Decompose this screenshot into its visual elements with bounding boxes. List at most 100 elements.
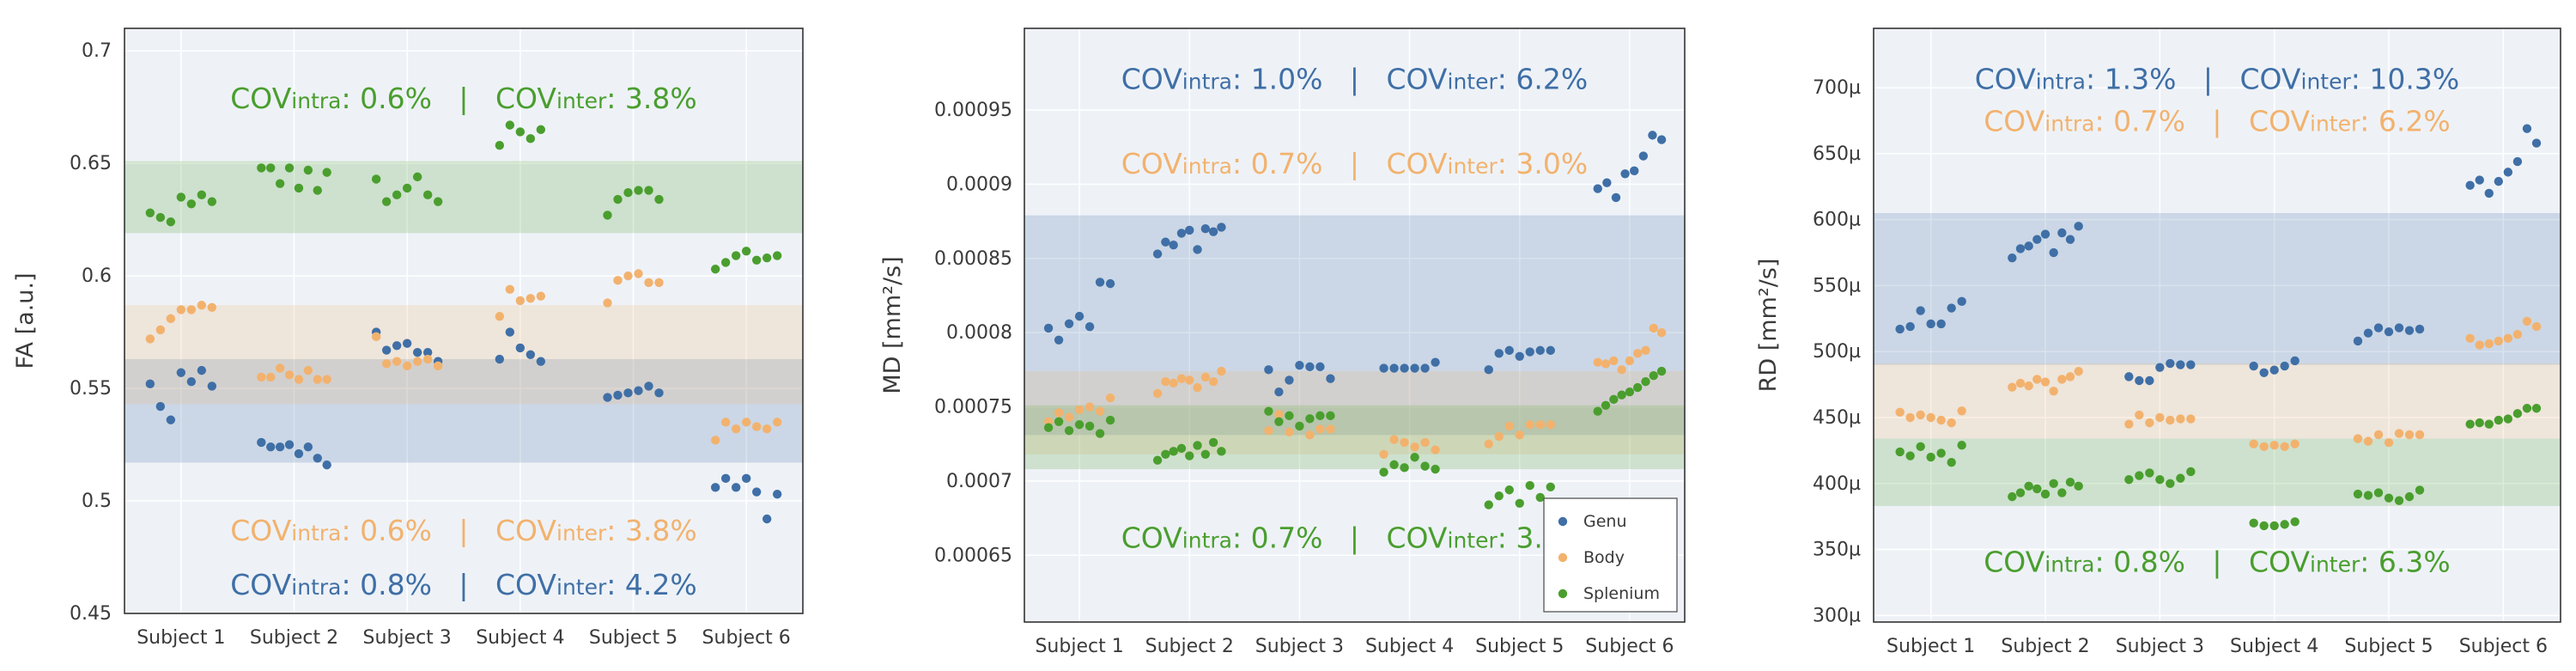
data-point-splenium bbox=[2363, 491, 2373, 500]
x-tick-label: Subject 6 bbox=[702, 627, 791, 649]
data-point-splenium bbox=[1601, 400, 1611, 410]
data-point-body bbox=[2363, 436, 2373, 446]
y-tick-label: 0.0009 bbox=[946, 174, 1012, 195]
x-tick-label: Subject 3 bbox=[2116, 636, 2204, 657]
data-point-splenium bbox=[2015, 488, 2026, 497]
chart-panel-2: 0.00065 0.0007 0.00075 0.0008 0.00085 0.0009 0… bbox=[879, 27, 1686, 657]
data-point-body bbox=[197, 300, 207, 310]
data-point-body bbox=[207, 302, 217, 312]
data-point-genu bbox=[2249, 361, 2258, 371]
cov-subscript: inter bbox=[2310, 552, 2360, 576]
data-point-splenium bbox=[1947, 457, 1956, 467]
data-point-genu bbox=[422, 347, 433, 357]
data-point-body bbox=[1315, 424, 1325, 434]
cov-subscript: intra bbox=[291, 521, 341, 546]
data-point-splenium bbox=[266, 163, 276, 173]
data-point-splenium bbox=[720, 258, 731, 267]
data-point-genu bbox=[1295, 360, 1304, 370]
data-point-genu bbox=[495, 354, 505, 364]
data-point-splenium bbox=[2531, 404, 2542, 413]
data-point-genu bbox=[623, 388, 633, 398]
data-point-genu bbox=[1515, 351, 1524, 361]
data-point-body bbox=[1105, 393, 1115, 403]
cov-subscript: intra bbox=[1182, 528, 1232, 553]
data-point-genu bbox=[1084, 322, 1095, 332]
legend-label: Body bbox=[1583, 548, 1625, 567]
data-point-body bbox=[1305, 430, 1315, 440]
data-point-splenium bbox=[1161, 449, 1170, 459]
y-tick-label: 0.6 bbox=[82, 265, 112, 287]
data-point-body bbox=[2290, 439, 2300, 448]
data-point-genu bbox=[2008, 253, 2017, 263]
cov-value: 0.6% bbox=[360, 82, 432, 115]
data-point-genu bbox=[1161, 237, 1170, 247]
data-point-body bbox=[294, 375, 304, 384]
data-point-body bbox=[613, 276, 623, 285]
x-tick-label: Subject 3 bbox=[1255, 636, 1344, 657]
x-tick-label: Subject 4 bbox=[1365, 636, 1454, 657]
cov-subscript: inter bbox=[1448, 528, 1498, 553]
data-point-body bbox=[772, 418, 782, 427]
data-point-genu bbox=[257, 437, 266, 448]
data-point-genu bbox=[751, 487, 762, 497]
data-point-genu bbox=[1936, 319, 1946, 329]
legend-label: Genu bbox=[1583, 512, 1627, 531]
data-point-genu bbox=[644, 381, 653, 391]
cov-subscript: inter bbox=[1448, 70, 1498, 95]
data-point-genu bbox=[2404, 326, 2415, 335]
cov-subscript: intra bbox=[291, 88, 341, 113]
data-point-body bbox=[2176, 414, 2185, 424]
data-point-splenium bbox=[751, 255, 762, 265]
data-point-genu bbox=[731, 483, 741, 492]
cov-subscript: inter bbox=[556, 575, 607, 600]
data-point-splenium bbox=[1535, 492, 1545, 503]
data-point-body bbox=[2465, 333, 2475, 344]
data-point-splenium bbox=[603, 210, 612, 220]
band-splenium bbox=[1874, 438, 2561, 506]
data-point-genu bbox=[762, 514, 772, 524]
data-point-genu bbox=[1895, 324, 1905, 334]
data-point-body bbox=[1185, 375, 1194, 385]
data-point-body bbox=[1625, 356, 1635, 366]
data-point-splenium bbox=[275, 179, 285, 188]
data-point-body bbox=[145, 334, 155, 344]
data-point-splenium bbox=[257, 163, 266, 173]
data-point-splenium bbox=[1185, 451, 1194, 461]
data-point-splenium bbox=[1305, 414, 1315, 424]
data-point-genu bbox=[772, 489, 782, 499]
data-point-body bbox=[2015, 378, 2026, 388]
data-point-splenium bbox=[2384, 493, 2394, 503]
cov-annotation: COVintra: 0.8% | COVinter: 6.3% bbox=[1984, 545, 2450, 578]
x-tick-label: Subject 6 bbox=[2459, 636, 2548, 657]
data-point-splenium bbox=[1633, 382, 1643, 393]
data-point-genu bbox=[1389, 363, 1399, 373]
y-tick-label: 450µ bbox=[1813, 407, 1861, 429]
data-point-splenium bbox=[2186, 467, 2196, 477]
y-tick-label: 400µ bbox=[1813, 473, 1861, 495]
data-point-splenium bbox=[1326, 411, 1335, 421]
y-tick-label: 350µ bbox=[1813, 540, 1861, 561]
data-point-splenium bbox=[1315, 411, 1325, 421]
data-point-splenium bbox=[1609, 394, 1619, 405]
data-point-genu bbox=[2269, 365, 2279, 375]
data-point-genu bbox=[526, 350, 536, 359]
data-point-splenium bbox=[710, 265, 720, 274]
data-point-body bbox=[1525, 420, 1534, 430]
data-point-genu bbox=[2290, 356, 2300, 366]
data-point-genu bbox=[1169, 241, 1178, 250]
data-point-body bbox=[1420, 437, 1430, 448]
data-point-splenium bbox=[433, 197, 443, 206]
data-point-body bbox=[526, 294, 536, 303]
cov-subscript: intra bbox=[2044, 111, 2094, 136]
data-point-splenium bbox=[1193, 441, 1202, 450]
data-point-body bbox=[1054, 408, 1064, 418]
cov-value: 0.8% bbox=[360, 568, 432, 601]
data-point-splenium bbox=[2415, 485, 2425, 495]
data-point-genu bbox=[1494, 349, 1504, 358]
data-point-genu bbox=[2049, 247, 2058, 258]
data-point-body bbox=[275, 363, 285, 373]
data-point-body bbox=[2008, 382, 2017, 392]
data-point-genu bbox=[2465, 180, 2475, 190]
cov-annotation: COVintra: 0.6% | COVinter: 3.8% bbox=[230, 82, 696, 115]
legend-marker-body bbox=[1558, 552, 1568, 563]
